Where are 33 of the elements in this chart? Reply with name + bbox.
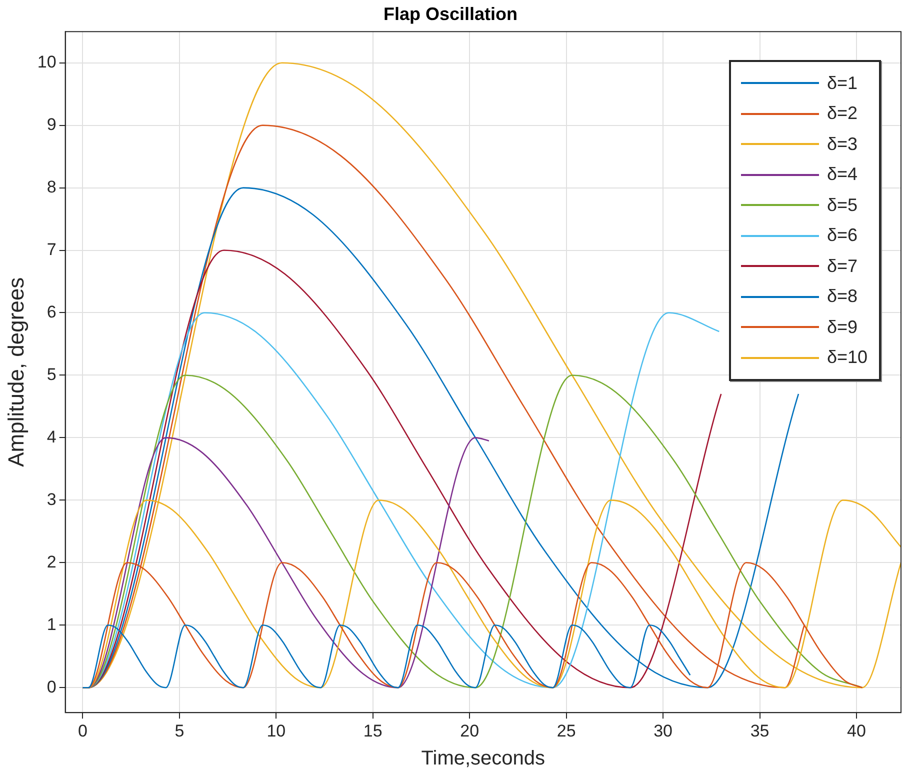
legend-label: δ=4 bbox=[827, 164, 859, 186]
legend-label: δ=2 bbox=[827, 103, 859, 124]
y-tick-label: 10 bbox=[37, 52, 56, 72]
x-tick-label: 10 bbox=[266, 721, 286, 740]
legend-label: δ=1 bbox=[827, 72, 859, 94]
y-tick-label: 4 bbox=[46, 427, 56, 446]
y-tick-label: 5 bbox=[46, 364, 56, 384]
legend-label: δ=8 bbox=[827, 286, 859, 308]
legend-label: δ=6 bbox=[827, 225, 859, 246]
y-axis-title: Amplitude, degrees bbox=[3, 277, 28, 467]
chart-title: Flap Oscillation bbox=[383, 4, 518, 24]
x-tick-label: 0 bbox=[78, 721, 88, 740]
x-tick-label: 15 bbox=[363, 721, 382, 740]
y-tick-label: 3 bbox=[46, 490, 56, 509]
legend-label: δ=7 bbox=[827, 256, 859, 277]
x-tick-label: 5 bbox=[174, 721, 184, 740]
x-tick-label: 35 bbox=[750, 721, 770, 740]
y-tick-label: 7 bbox=[46, 240, 56, 259]
legend-label: δ=5 bbox=[827, 194, 859, 216]
x-axis-title: Time,seconds bbox=[421, 748, 546, 770]
y-tick-label: 1 bbox=[46, 614, 56, 634]
y-tick-label: 8 bbox=[46, 177, 56, 196]
x-tick-label: 40 bbox=[847, 721, 866, 740]
y-tick-label: 2 bbox=[46, 552, 56, 572]
y-tick-label: 9 bbox=[46, 115, 56, 134]
x-tick-label: 30 bbox=[654, 721, 673, 740]
x-tick-label: 20 bbox=[460, 721, 480, 740]
legend-label: δ=9 bbox=[827, 316, 859, 338]
legend-label: δ=3 bbox=[827, 134, 859, 155]
x-tick-label: 25 bbox=[556, 721, 576, 740]
legend-label: δ=10 bbox=[827, 347, 869, 368]
y-tick-label: 6 bbox=[46, 302, 56, 322]
y-tick-label: 0 bbox=[46, 677, 56, 696]
